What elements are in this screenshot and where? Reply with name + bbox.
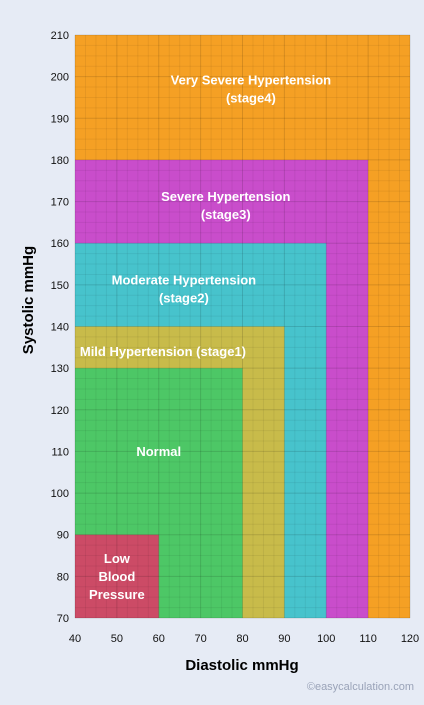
y-tick-label: 150 xyxy=(51,280,69,292)
region-5-label-line-2: Pressure xyxy=(89,587,145,602)
x-tick-label: 90 xyxy=(278,633,290,645)
y-tick-label: 100 xyxy=(51,488,69,500)
region-0-label-line-1: (stage4) xyxy=(226,91,276,106)
x-tick-label: 100 xyxy=(317,633,335,645)
x-tick-label: 50 xyxy=(111,633,123,645)
region-5-area xyxy=(75,534,159,618)
x-axis-title: Diastolic mmHg xyxy=(185,657,298,674)
region-labels-layer: Very Severe Hypertension (stage4) Severe H… xyxy=(80,73,331,602)
grid-layer xyxy=(74,34,411,619)
y-tick-label: 110 xyxy=(51,446,69,458)
y-tick-label: 70 xyxy=(57,613,69,625)
y-ticks-layer: 70 80 90 100 110 120 130 140 150 160 170 180 190 200 2… xyxy=(51,30,69,625)
region-0-label-line-0: Very Severe Hypertension xyxy=(171,73,331,88)
y-tick-label: 160 xyxy=(51,238,69,250)
x-tick-label: 70 xyxy=(195,633,207,645)
y-tick-label: 80 xyxy=(57,571,69,583)
y-tick-label: 210 xyxy=(51,30,69,42)
regions-layer xyxy=(75,35,410,618)
x-tick-label: 60 xyxy=(153,633,165,645)
region-2-label-line-0: Moderate Hypertension xyxy=(112,273,257,288)
x-tick-label: 80 xyxy=(236,633,248,645)
y-tick-label: 200 xyxy=(51,72,69,84)
region-1-label-line-1: (stage3) xyxy=(201,207,251,222)
x-tick-label: 40 xyxy=(69,633,81,645)
y-tick-label: 180 xyxy=(51,155,69,167)
region-1-label-line-0: Severe Hypertension xyxy=(161,189,290,204)
x-tick-label: 110 xyxy=(359,633,377,645)
y-tick-label: 120 xyxy=(51,405,69,417)
x-tick-label: 120 xyxy=(401,633,419,645)
y-tick-label: 130 xyxy=(51,363,69,375)
y-tick-label: 140 xyxy=(51,322,69,334)
x-ticks-layer: 40 50 60 70 80 90 100 110 120 xyxy=(69,633,419,645)
y-tick-label: 90 xyxy=(57,530,69,542)
y-tick-label: 190 xyxy=(51,113,69,125)
region-3-label-line-0: Mild Hypertension (stage1) xyxy=(80,344,246,359)
y-tick-label: 170 xyxy=(51,197,69,209)
credit-text: ©easycalculation.com xyxy=(307,681,414,693)
region-4-label-line-0: Normal xyxy=(136,444,181,459)
region-5-label-line-1: Blood xyxy=(98,569,135,584)
region-5-label-line-0: Low xyxy=(104,551,131,566)
region-2-label-line-1: (stage2) xyxy=(159,291,209,306)
y-axis-title: Systolic mmHg xyxy=(20,246,37,354)
